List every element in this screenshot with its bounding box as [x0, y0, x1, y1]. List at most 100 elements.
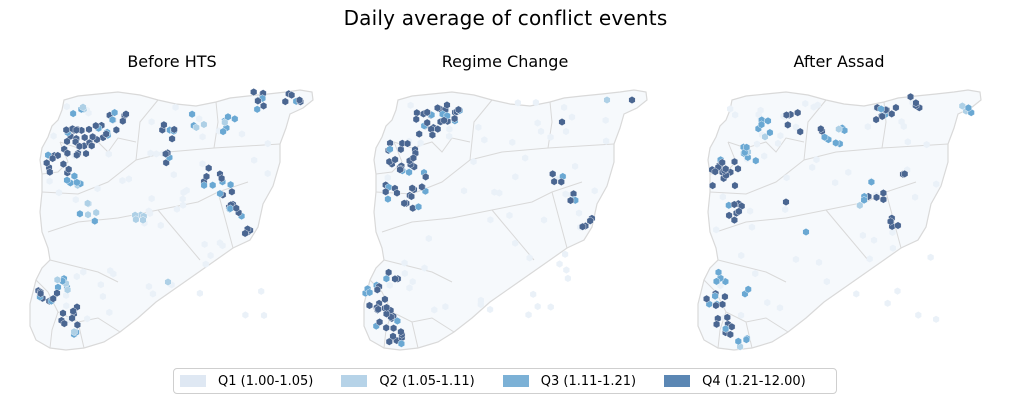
hex-cell-q4 — [162, 149, 170, 158]
hex-cell-q1 — [477, 300, 484, 309]
hex-cell-q1 — [809, 163, 816, 171]
hex-cell-q1 — [148, 195, 155, 203]
hex-cell-q4 — [228, 187, 236, 196]
hex-cell-q4 — [383, 303, 391, 312]
hex-cell-q1 — [526, 254, 533, 262]
hex-cell-q1 — [783, 174, 790, 182]
hex-cell-q4 — [374, 305, 382, 314]
hex-cell-q4 — [168, 134, 176, 143]
hex-cell-q3 — [397, 339, 405, 348]
hex-cell-q4 — [730, 200, 738, 209]
hex-cell-q4 — [709, 181, 717, 190]
hex-cell-q4 — [731, 181, 739, 190]
hex-cell-q3 — [415, 202, 422, 211]
hex-cell-q1 — [425, 234, 432, 243]
hex-cell-q3 — [964, 103, 972, 112]
hex-cell-q1 — [148, 118, 155, 126]
hex-cell-q1 — [737, 311, 745, 319]
hex-cell-q1 — [401, 269, 408, 277]
hex-cell-q4 — [160, 120, 168, 129]
hex-cell-q1 — [384, 174, 391, 182]
hex-cell-q4 — [400, 199, 408, 208]
hex-cell-q4 — [422, 172, 430, 181]
hex-cell-q1 — [912, 193, 919, 201]
hex-cell-q4 — [37, 289, 45, 298]
hex-cell-q3 — [752, 156, 760, 165]
legend-swatch-q1 — [180, 375, 206, 387]
hex-cell-q1 — [46, 177, 53, 185]
governorate-border — [157, 209, 201, 261]
hex-cell-q4 — [102, 129, 110, 139]
hex-cell-q4 — [254, 96, 262, 105]
hex-cell-q1 — [94, 185, 101, 193]
governorate-border — [825, 209, 869, 261]
hex-cell-q4 — [728, 322, 736, 331]
hex-cell-q4 — [389, 332, 397, 341]
hex-cell-q4 — [170, 125, 178, 134]
hex-cell-q1 — [522, 154, 529, 162]
hex-cell-q1 — [99, 292, 106, 301]
hex-cell-q4 — [296, 96, 303, 105]
hex-cell-q4 — [726, 330, 734, 339]
hex-cell-q4 — [873, 193, 880, 202]
hex-cell-q3 — [386, 145, 394, 154]
hex-cell-q3 — [224, 112, 232, 121]
hex-cell-q1 — [815, 258, 823, 266]
hex-cell-q1 — [562, 250, 569, 258]
figure-title: Daily average of conflict events — [343, 6, 668, 30]
hex-cell-q3 — [715, 268, 722, 277]
hex-cell-q4 — [54, 151, 62, 160]
country-outline — [363, 89, 648, 351]
hex-cell-q4 — [260, 101, 268, 110]
hex-cell-q1 — [179, 195, 186, 203]
hex-cell-q3 — [832, 138, 840, 147]
hex-cell-q3 — [384, 195, 392, 204]
hex-cell-q4 — [404, 139, 411, 148]
hex-cell-q1 — [242, 311, 249, 319]
hex-cell-q4 — [112, 125, 120, 134]
hex-cell-q1 — [145, 282, 153, 291]
hex-cell-q1 — [845, 168, 852, 176]
hex-cell-q1 — [933, 180, 940, 188]
hex-cell-q1 — [105, 150, 112, 158]
legend-item-q2: Q2 (1.05-1.11) — [341, 374, 475, 389]
hex-cell-q4 — [451, 114, 459, 123]
hex-cell-q1 — [889, 244, 896, 252]
hex-cell-q4 — [872, 115, 880, 124]
hex-cell-q4 — [250, 87, 258, 97]
hex-cell-q4 — [72, 126, 80, 135]
hex-cell-q4 — [232, 204, 240, 213]
legend-swatch-q3 — [502, 375, 529, 387]
panel-title-before-hts: Before HTS — [127, 52, 217, 71]
hex-cell-q2 — [139, 216, 147, 225]
hex-cell-q1 — [727, 105, 734, 113]
hex-cell-q4 — [782, 197, 790, 207]
hex-cell-q4 — [205, 164, 213, 173]
hex-cell-q2 — [958, 101, 966, 111]
hex-cell-q3 — [743, 143, 751, 152]
hex-cell-q1 — [409, 278, 416, 286]
hex-cell-q4 — [730, 216, 738, 225]
hex-cell-q1 — [401, 259, 408, 267]
hex-cell-q1 — [149, 290, 157, 298]
hex-cell-q1 — [106, 308, 113, 316]
hex-cell-q4 — [63, 137, 71, 146]
hex-cell-q4 — [396, 165, 404, 174]
hex-cell-q4 — [550, 177, 558, 186]
hex-cell-q1 — [386, 281, 393, 289]
hex-cell-q1 — [747, 207, 754, 215]
hex-cell-q1 — [199, 160, 206, 168]
hex-cell-q4 — [443, 100, 451, 110]
hex-cell-q1 — [446, 132, 453, 140]
hex-cell-q4 — [412, 115, 420, 124]
hex-cell-q4 — [65, 165, 73, 174]
hex-cell-q4 — [366, 301, 373, 310]
hex-cell-q1 — [563, 266, 570, 274]
hex-cell-q1 — [547, 303, 554, 311]
governorate-border — [393, 137, 471, 153]
hex-cell-q4 — [383, 309, 390, 318]
hex-cell-q1 — [80, 268, 87, 276]
hex-cell-q3 — [405, 168, 413, 177]
hex-cell-q1 — [534, 119, 541, 127]
legend-item-q4: Q4 (1.21-12.00) — [664, 374, 806, 389]
